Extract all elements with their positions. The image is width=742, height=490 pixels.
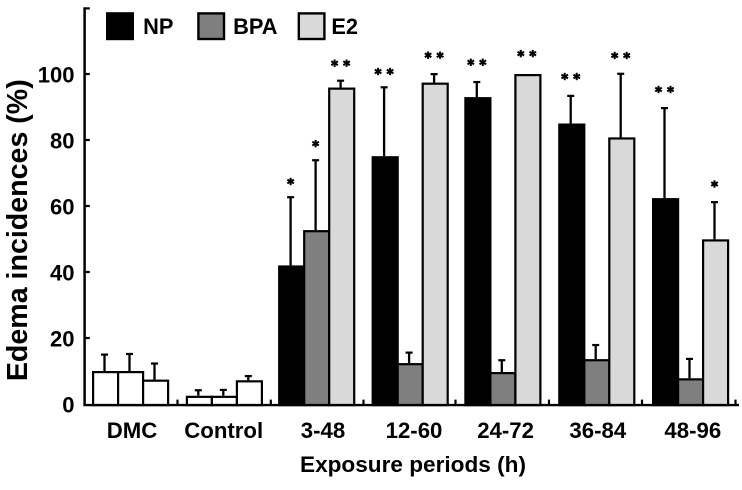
svg-text:NP: NP [143, 14, 173, 39]
svg-text:Control: Control [184, 418, 263, 443]
svg-text:3-48: 3-48 [301, 418, 345, 443]
svg-text:BPA: BPA [233, 14, 278, 39]
svg-text:80: 80 [50, 129, 74, 154]
svg-text:20: 20 [50, 327, 74, 352]
svg-text:60: 60 [50, 195, 74, 220]
svg-text:Exposure periods (h): Exposure periods (h) [300, 452, 526, 477]
svg-text:12-60: 12-60 [386, 418, 443, 443]
svg-text:DMC: DMC [107, 418, 158, 443]
svg-text:48-96: 48-96 [664, 418, 721, 443]
svg-text:100: 100 [38, 63, 75, 88]
svg-text:0: 0 [62, 393, 74, 418]
svg-text:40: 40 [50, 261, 74, 286]
svg-text:36-84: 36-84 [569, 418, 626, 443]
svg-text:E2: E2 [331, 14, 358, 39]
svg-text:Edema incidences (%): Edema incidences (%) [2, 79, 34, 381]
svg-text:24-72: 24-72 [477, 418, 534, 443]
